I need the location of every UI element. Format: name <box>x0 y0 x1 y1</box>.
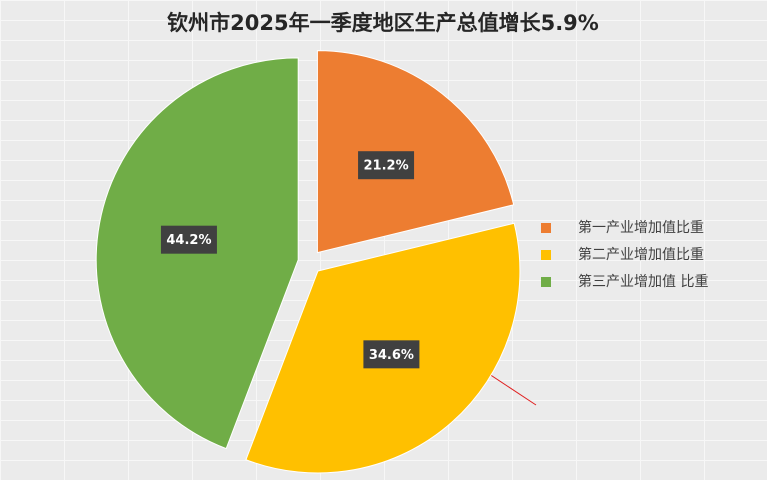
legend-marker <box>541 277 551 287</box>
data-label-box <box>160 225 217 254</box>
data-label-box <box>363 340 420 369</box>
legend-label: 第二产业增加值比重 <box>578 246 704 263</box>
chart-title: 钦州市2025年一季度地区生产总值增长5.9% <box>167 11 599 35</box>
legend-label: 第一产业增加值比重 <box>578 219 704 236</box>
legend-marker <box>541 250 551 260</box>
legend-marker <box>541 223 551 233</box>
data-label: 34.6% <box>369 348 414 363</box>
legend-label: 第三产业增加值 比重 <box>578 273 708 290</box>
pie-slice <box>316 50 515 254</box>
data-label: 21.2% <box>364 159 409 174</box>
data-label-box <box>358 151 415 180</box>
data-label: 44.2% <box>166 233 211 248</box>
annotation-line <box>482 369 537 406</box>
